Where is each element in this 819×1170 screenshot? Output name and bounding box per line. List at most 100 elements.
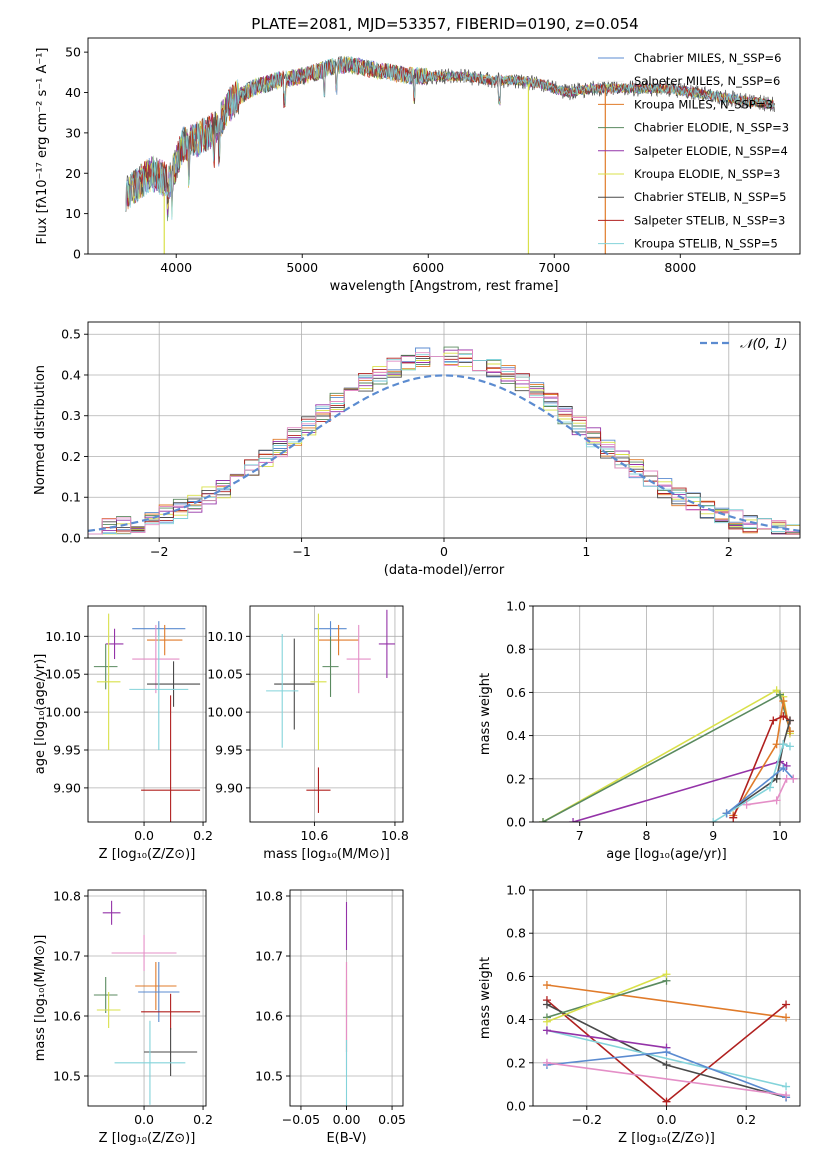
gaussian-reference-line [88,374,800,532]
mass-weight-marker [662,1048,671,1056]
mass-vs-metallicity-panel: 0.0 0.2 10.5 10.6 10.7 10.8 Z [log₁₀(Z/Z⊙)] mas… [33,889,213,1147]
x-tick-label: −1 [292,544,310,559]
y-tick-label: 0.2 [506,771,526,786]
y-tick-label: 50 [65,45,81,60]
errorbar-point [93,977,118,1013]
y-tick-label: 0 [73,247,81,262]
y-axis-label: mass [log₁₀(M/M⊙)] [33,935,48,1062]
legend-entry: Salpeter STELIB, N_SSP=3 [634,213,785,227]
x-tick-label: 0.0 [134,828,154,843]
errorbar-point [141,993,201,1030]
mass-weight-marker [729,813,738,822]
plot-area [93,613,201,822]
mass-weight-marker [542,981,551,990]
errorbar-point [147,661,201,707]
spectrum-panel: 4000 5000 6000 7000 8000 0 10 20 30 40 50 wavelengt… [35,37,801,294]
y-tick-label: 0.4 [506,728,526,743]
y-tick-label: 10.8 [255,889,283,904]
mass-weight-marker [772,774,781,783]
y-tick-label: 0.6 [506,685,526,700]
y-tick-label: 10.5 [53,1069,81,1084]
y-axis-label: mass weight [478,957,493,1039]
x-tick-label: 9 [709,828,717,843]
y-tick-label: 9.95 [215,743,243,758]
y-tick-label: 0.2 [506,1055,526,1070]
errorbar-point [378,609,395,678]
legend-entry: Kroupa MILES, N_SSP=3 [634,97,773,111]
y-tick-label: 10.10 [45,629,81,644]
x-tick-label: 8000 [664,260,696,275]
x-tick-label: 7 [576,828,584,843]
mass-weight-vs-age-panel: 7 8 9 10 0.0 0.2 0.4 0.6 0.8 1.0 age [log₁₀(age/yr… [478,599,801,862]
age-vs-mass-panel: 10.6 10.8 9.90 9.95 10.00 10.05 10.10 mass [log… [207,605,409,862]
x-tick-label: 5000 [286,260,318,275]
x-axis-label: E(B-V) [326,1131,366,1146]
errorbar-point [306,767,331,813]
mass-weight-marker [789,774,798,783]
errorbar-point [322,636,339,697]
y-tick-label: 10.00 [45,705,81,720]
spectrum-legend: Chabrier MILES, N_SSP=6 Salpeter MILES, N… [598,51,789,251]
residual-histogram-panel: −2 −1 0 1 2 0.0 0.1 0.2 0.3 0.4 0.5 (data-model)/er… [33,321,801,578]
mass-weight-marker [782,774,791,783]
x-tick-label: 0.2 [193,828,213,843]
y-tick-label: 10 [65,206,81,221]
axes-frame [249,605,404,823]
mass-weight-series-line [546,984,787,1019]
mass-weight-series-line [546,979,667,1019]
y-tick-label: 10.6 [255,1009,283,1024]
mass-weight-marker [782,1091,791,1100]
mass-weight-series-line [732,715,791,819]
errorbar-point [129,628,189,750]
y-tick-label: 10.5 [255,1069,283,1084]
mass-weight-marker [772,796,781,805]
y-tick-label: 0.0 [506,815,526,830]
x-tick-label: 0.05 [378,1112,406,1127]
y-axis-label: Flux [fλ10⁻¹⁷ erg cm⁻² s⁻¹ A⁻¹] [35,48,50,245]
y-tick-label: 0.0 [506,1099,526,1114]
mass-weight-marker [779,697,788,706]
figure-title: PLATE=2081, MJD=53357, FIBERID=0190, z=0… [251,15,638,33]
mass-weight-series-line [546,1062,787,1096]
x-tick-label: −0.05 [282,1112,320,1127]
y-tick-label: 0.6 [506,969,526,984]
x-axis-label: (data-model)/error [384,563,505,578]
legend-entry: Chabrier ELODIE, N_SSP=3 [634,121,789,135]
mass-weight-marker [542,1058,551,1067]
mass-weight-marker [772,740,781,749]
y-tick-label: 10.00 [207,705,243,720]
x-tick-label: 0 [440,544,448,559]
mass-weight-marker [769,716,778,725]
mass-weight-marker [785,742,794,751]
y-tick-label: 0.8 [506,926,526,941]
x-tick-label: 0.0 [657,1112,677,1127]
mass-weight-marker [569,818,578,822]
plot-area [539,686,798,822]
y-axis-label: mass weight [478,673,493,755]
y-tick-label: 9.95 [53,743,81,758]
axes-frame [87,889,207,1107]
errorbar-point [310,613,327,750]
age-vs-metallicity-panel: 0.0 0.2 9.90 9.95 10.00 10.05 10.10 Z [log₁₀(Z/… [33,605,213,862]
y-tick-label: 10.8 [53,889,81,904]
legend-entry: 𝒩(0, 1) [740,337,787,352]
y-tick-label: 30 [65,125,81,140]
x-tick-label: 1 [582,544,590,559]
x-axis-label: wavelength [Angstrom, rest frame] [330,279,559,294]
y-tick-label: 1.0 [506,599,526,614]
mass-weight-marker [742,800,751,809]
y-tick-label: 20 [65,166,81,181]
mass-weight-series-line [726,720,791,815]
errorbar-point [96,992,121,1028]
mass-weight-marker [782,1013,791,1022]
y-tick-label: 40 [65,85,81,100]
errorbar-point [147,624,183,656]
x-tick-label: 10.8 [381,828,409,843]
x-tick-label: −0.2 [572,1112,602,1127]
x-axis-label: Z [log₁₀(Z/Z⊙)] [99,1131,196,1146]
mass-weight-marker [539,818,548,822]
x-tick-label: 8 [642,828,650,843]
errorbar-point [114,1020,186,1105]
mass-weight-marker [542,1017,551,1026]
y-tick-label: 0.2 [61,449,81,464]
